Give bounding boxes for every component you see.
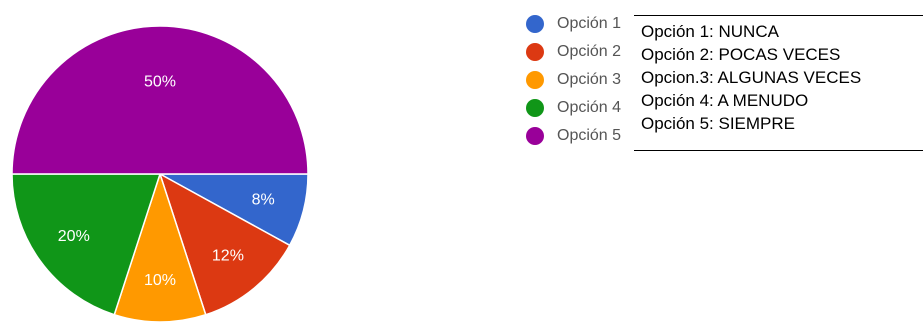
legend-label: Opción 3 [557, 71, 622, 88]
slice-value-label-3: 10% [144, 272, 176, 289]
option-definition-3: Opcion.3: ALGUNAS VECES [641, 68, 862, 87]
pie-slice-2[interactable] [158, 172, 291, 316]
pie-slice-4[interactable] [11, 173, 162, 316]
slice-value-label-4: 20% [58, 228, 90, 245]
slice-value-label-1: 8% [252, 192, 275, 209]
legend-label: Opción 4 [557, 99, 622, 116]
legend-swatch-icon [526, 43, 544, 61]
legend-swatch-icon [526, 99, 544, 117]
chart-legend: Opción 1 Opción 2 Opción 3 Opción 4 Opci… [526, 10, 621, 150]
legend-item-opcion-1[interactable]: Opción 1 [526, 10, 621, 38]
legend-item-opcion-2[interactable]: Opción 2 [526, 38, 621, 66]
option-definition-1: Opción 1: NUNCA [641, 22, 779, 41]
legend-label: Opción 5 [557, 127, 622, 144]
slice-value-label-2: 12% [212, 247, 244, 264]
slice-value-label-5: 50% [144, 73, 176, 90]
legend-swatch-icon [526, 127, 544, 145]
legend-item-opcion-4[interactable]: Opción 4 [526, 94, 621, 122]
option-definition-5: Opción 5: SIEMPRE [641, 114, 796, 133]
option-definition-2: Opción 2: POCAS VECES [641, 45, 841, 64]
legend-swatch-icon [526, 71, 544, 89]
option-definitions-box: Opción 1: NUNCA Opción 2: POCAS VECES Op… [634, 15, 923, 151]
legend-swatch-icon [526, 15, 544, 33]
pie-slice-5[interactable] [11, 25, 309, 175]
legend-item-opcion-5[interactable]: Opción 5 [526, 122, 621, 150]
pie-slice-3[interactable] [113, 171, 207, 323]
legend-label: Opción 1 [557, 15, 622, 32]
legend-item-opcion-3[interactable]: Opción 3 [526, 66, 621, 94]
legend-label: Opción 2 [557, 43, 622, 60]
option-definition-4: Opción 4: A MENUDO [641, 91, 809, 110]
